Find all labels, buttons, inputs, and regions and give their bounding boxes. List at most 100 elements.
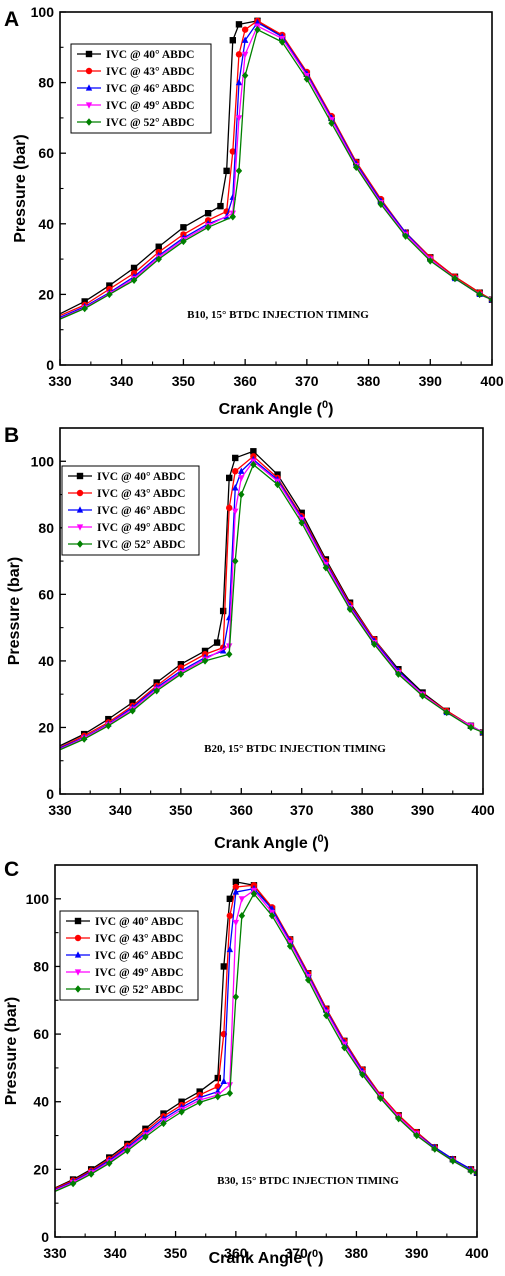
- y-tick-label: 60: [33, 1026, 49, 1042]
- series-5-point: [353, 163, 360, 172]
- series-1-point: [153, 679, 160, 686]
- x-axis-title-end: ): [318, 1250, 323, 1267]
- series-3-point: [235, 78, 243, 86]
- series-5-point: [476, 290, 483, 299]
- series-5-point: [204, 223, 212, 232]
- series-5-point: [124, 1147, 131, 1155]
- series-1-point: [298, 509, 305, 517]
- series-5-point: [196, 1098, 203, 1107]
- series-5-point: [419, 692, 426, 700]
- legend: IVC @ 40° ABDC IVC @ 43° ABDC IVC @ 46° AB…: [59, 910, 199, 1001]
- x-axis-title: Crank Angle (0): [219, 399, 334, 418]
- series-1-point: [105, 715, 112, 723]
- y-tick-label: 0: [41, 1229, 49, 1245]
- legend-marker: [74, 969, 82, 976]
- y-tick-label: 0: [46, 357, 54, 373]
- series-1-point: [129, 699, 136, 706]
- series-5-point: [87, 1170, 95, 1178]
- legend-marker: [76, 506, 84, 513]
- series-1-line: [60, 450, 483, 747]
- x-axis-title-text: Crank Angle (: [209, 1250, 313, 1267]
- series-3-point: [219, 647, 227, 654]
- series-5-point: [298, 519, 305, 527]
- series-5-point: [232, 993, 240, 1001]
- legend-item: IVC @ 52° ABDC: [77, 117, 194, 129]
- series-5-point: [323, 1011, 330, 1020]
- series-5-point: [238, 912, 246, 920]
- x-tick-label: 370: [290, 802, 314, 818]
- legend-label: IVC @ 40° ABDC: [106, 49, 194, 61]
- series-5-point: [359, 1070, 366, 1079]
- legend-label: IVC @ 49° ABDC: [97, 522, 185, 534]
- x-tick-label: 370: [284, 1245, 308, 1261]
- series-1-point: [226, 474, 233, 482]
- y-tick-label: 40: [38, 653, 54, 669]
- series-5-point: [106, 1159, 113, 1167]
- legend-marker: [74, 951, 82, 958]
- y-tick-label: 80: [33, 958, 49, 974]
- x-axis-title: Crank Angle (0): [214, 833, 329, 852]
- legend-marker: [76, 524, 84, 531]
- series-3-point: [220, 1077, 227, 1085]
- series-5-point: [395, 670, 402, 678]
- series-5-point: [214, 1092, 221, 1101]
- x-axis-title: Crank Angle (0): [209, 1248, 324, 1267]
- series-1-point: [178, 1098, 185, 1105]
- series-5-point: [69, 1179, 77, 1188]
- legend-item: IVC @ 46° ABDC: [77, 83, 194, 95]
- x-tick-label: 380: [350, 802, 374, 818]
- series-1-point: [235, 21, 243, 28]
- y-tick-label: 40: [38, 216, 54, 232]
- y-tick-label: 100: [31, 4, 55, 20]
- series-2-point: [226, 912, 234, 919]
- x-tick-label: 350: [164, 1245, 188, 1261]
- series-5-point: [395, 1114, 402, 1123]
- series-5-point: [377, 200, 385, 209]
- chart-annotation: B10, 15° BTDC INJECTION TIMING: [187, 309, 369, 321]
- series-2-point: [241, 26, 249, 33]
- x-tick-label: 350: [169, 802, 193, 818]
- x-axis-title-superscript: 0: [317, 833, 323, 845]
- series-2-point: [232, 468, 239, 475]
- x-tick-label: 400: [465, 1245, 489, 1261]
- series-5-point: [443, 708, 450, 717]
- legend-item: IVC @ 52° ABDC: [66, 984, 183, 996]
- legend-label: IVC @ 49° ABDC: [95, 967, 183, 979]
- legend-item: IVC @ 46° ABDC: [68, 505, 185, 517]
- series-5-point: [81, 304, 88, 313]
- legend-label: IVC @ 43° ABDC: [106, 66, 194, 78]
- series-5-point: [232, 557, 239, 565]
- x-axis-title-end: ): [324, 835, 329, 852]
- series-5-point: [286, 942, 294, 950]
- y-tick-label: 20: [38, 719, 54, 735]
- series-1-point: [213, 639, 221, 646]
- series-1-point: [217, 202, 224, 210]
- series-1-point: [177, 661, 185, 668]
- y-tick-label: 100: [31, 453, 55, 469]
- legend-label: IVC @ 40° ABDC: [97, 471, 185, 483]
- legend-label: IVC @ 46° ABDC: [97, 505, 185, 517]
- legend-label: IVC @ 43° ABDC: [95, 933, 183, 945]
- y-axis-title: Pressure (bar): [3, 997, 20, 1106]
- series-1-point: [196, 1088, 203, 1095]
- series-1-point: [130, 264, 138, 272]
- y-tick-label: 60: [38, 145, 54, 161]
- x-axis-title-text: Crank Angle (: [214, 835, 318, 852]
- legend-label: IVC @ 52° ABDC: [106, 117, 194, 129]
- panel-label: A: [4, 8, 19, 31]
- series-2-point: [232, 883, 240, 891]
- series-1-point: [274, 471, 281, 478]
- series-5-point: [467, 1167, 475, 1175]
- series-4-point: [232, 508, 239, 515]
- x-tick-label: 390: [419, 373, 443, 389]
- legend-marker: [76, 489, 84, 497]
- series-5-point: [346, 605, 354, 614]
- series-5-point: [105, 722, 112, 730]
- x-tick-label: 340: [110, 373, 134, 389]
- legend-marker: [74, 917, 82, 925]
- series-5-point: [250, 460, 257, 469]
- x-tick-label: 330: [48, 373, 72, 389]
- series-5-point: [449, 1157, 457, 1165]
- series-5-point: [201, 657, 209, 665]
